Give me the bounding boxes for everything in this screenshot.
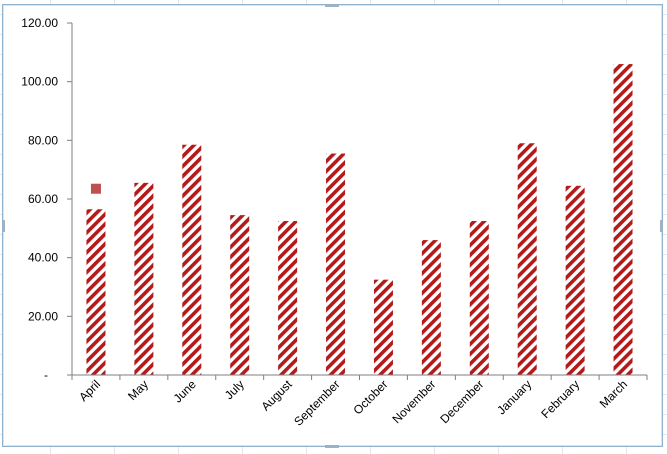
x-tick-label: August [258, 377, 295, 414]
resize-handle-bottom[interactable] [325, 445, 339, 448]
bars [86, 64, 633, 376]
y-tick-label: 60.00 [28, 192, 58, 206]
bar-october[interactable] [373, 279, 393, 375]
bar-march[interactable] [613, 64, 633, 376]
y-tick-label: 80.00 [28, 133, 58, 147]
y-tick-label: 20.00 [28, 309, 58, 323]
y-tick-label: 100.00 [21, 75, 58, 89]
resize-handle-right[interactable] [660, 220, 663, 232]
x-tick-label: October [350, 377, 390, 417]
bar-july[interactable] [230, 215, 250, 375]
x-tick-label: January [494, 377, 534, 417]
y-tick-label: 120.00 [21, 16, 58, 30]
bar-august[interactable] [278, 221, 298, 375]
x-tick-label: March [597, 377, 630, 410]
x-tick-label: April [76, 377, 103, 404]
x-tick-label: February [538, 377, 582, 421]
resize-handle-top[interactable] [325, 4, 339, 7]
marker-series [90, 183, 101, 194]
bar-june[interactable] [182, 144, 202, 375]
x-tick-label: May [125, 377, 151, 403]
x-tick-label: September [291, 377, 342, 428]
bar-april[interactable] [86, 209, 106, 375]
resize-handle-left[interactable] [2, 220, 5, 232]
y-tick-label: 40.00 [28, 251, 58, 265]
x-tick-label: December [437, 377, 486, 426]
y-axis: - 20.00 40.00 60.00 80.00 100.00 120.00 [21, 16, 73, 382]
data-marker[interactable] [90, 183, 101, 194]
bar-november[interactable] [421, 240, 441, 375]
bar-january[interactable] [517, 143, 537, 375]
bar-december[interactable] [469, 221, 489, 375]
bar-may[interactable] [134, 182, 154, 375]
x-tick-label: July [222, 377, 247, 402]
y-tick-label: - [44, 368, 48, 382]
x-tick-label: June [171, 377, 200, 406]
bar-february[interactable] [565, 185, 585, 375]
x-tick-label: November [389, 377, 438, 426]
bar-september[interactable] [326, 153, 346, 375]
